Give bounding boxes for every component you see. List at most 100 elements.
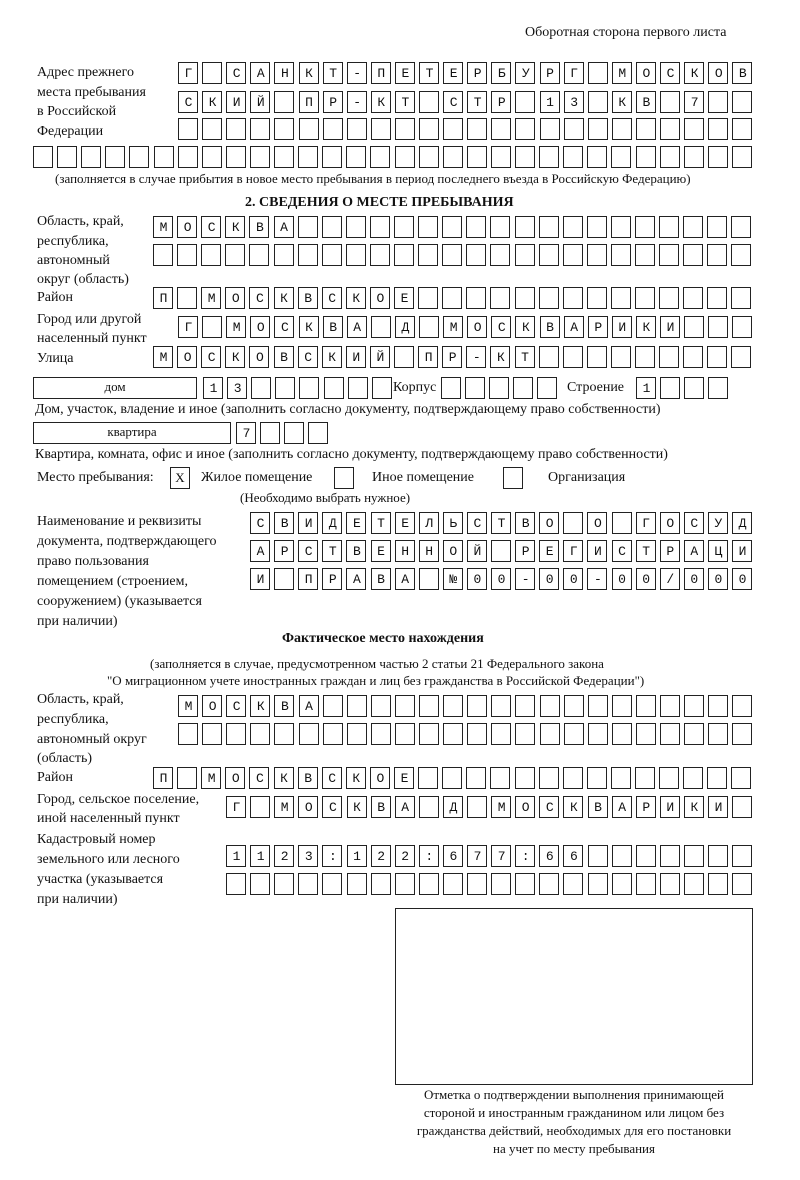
district-row-cell[interactable] xyxy=(394,287,414,309)
cadastre-row-2-cell[interactable] xyxy=(370,873,391,895)
actual-district-row-cell[interactable] xyxy=(586,767,607,789)
actual-district-row-cell[interactable] xyxy=(610,767,631,789)
cadastre-row-1-cell[interactable] xyxy=(250,845,271,867)
cadastre-row-2-cell[interactable] xyxy=(250,873,271,895)
prev-address-row-1-cell[interactable] xyxy=(250,62,271,84)
doc-row-2-cell[interactable] xyxy=(346,540,367,562)
region-row-2-cell[interactable] xyxy=(514,244,535,266)
prev-address-row-1-cell[interactable] xyxy=(563,62,584,84)
actual-region-row-2-cell[interactable] xyxy=(660,723,680,745)
prev-address-row-1-cell[interactable] xyxy=(635,62,656,84)
doc-row-3-cell[interactable] xyxy=(587,568,608,590)
prev-address-row-3-cell[interactable] xyxy=(274,118,295,140)
doc-row-2-cell[interactable] xyxy=(274,540,295,562)
prev-address-row-1-cell[interactable] xyxy=(491,62,512,84)
cadastre-row-2-cell[interactable] xyxy=(683,873,704,895)
prev-address-row-4-cell[interactable] xyxy=(177,146,198,168)
prev-address-row-4-cell[interactable] xyxy=(322,146,343,168)
actual-region-row-1-cell[interactable] xyxy=(394,695,415,717)
doc-row-1-cell[interactable] xyxy=(635,512,656,534)
doc-row-3-cell[interactable] xyxy=(466,568,487,590)
doc-row-3-cell[interactable] xyxy=(659,568,680,590)
actual-district-row-cell[interactable] xyxy=(321,767,342,789)
actual-region-row-2-cell[interactable] xyxy=(202,723,223,745)
actual-region-row-1-cell[interactable] xyxy=(635,695,656,717)
prev-address-row-1-cell[interactable] xyxy=(443,62,464,84)
prev-address-row-2-cell[interactable] xyxy=(202,91,223,113)
cadastre-row-1-cell[interactable] xyxy=(418,845,439,867)
doc-row-3-cell[interactable] xyxy=(683,568,704,590)
prev-address-row-3-cell[interactable] xyxy=(732,118,753,140)
prev-address-row-3-cell[interactable] xyxy=(539,118,560,140)
actual-region-row-1-cell[interactable] xyxy=(443,695,464,717)
actual-district-row-cell[interactable] xyxy=(442,767,463,789)
prev-address-row-4-cell[interactable] xyxy=(539,146,560,168)
actual-district-row-cell[interactable] xyxy=(683,767,704,789)
house-number-row-cell[interactable] xyxy=(203,377,223,399)
region-row-2-cell[interactable] xyxy=(707,244,728,266)
cadastre-row-1-cell[interactable] xyxy=(394,845,415,867)
street-row-cell[interactable] xyxy=(538,346,559,368)
street-row-cell[interactable] xyxy=(562,346,583,368)
region-row-1-cell[interactable] xyxy=(201,216,222,238)
prev-address-row-4-cell[interactable] xyxy=(346,146,367,168)
prev-address-row-2-cell[interactable] xyxy=(178,91,198,113)
doc-row-1-cell[interactable] xyxy=(322,512,343,534)
actual-district-row-cell[interactable] xyxy=(418,767,439,789)
actual-city-row-cell[interactable] xyxy=(467,796,487,818)
prev-address-row-2-cell[interactable] xyxy=(250,91,271,113)
doc-row-1-cell[interactable] xyxy=(539,512,560,534)
prev-address-row-3-cell[interactable] xyxy=(322,118,343,140)
region-row-1-cell[interactable] xyxy=(466,216,487,238)
region-row-1-cell[interactable] xyxy=(707,216,728,238)
doc-row-1-cell[interactable] xyxy=(370,512,391,534)
prev-address-row-3-cell[interactable] xyxy=(635,118,656,140)
actual-region-row-1-cell[interactable] xyxy=(202,695,223,717)
actual-region-row-1-cell[interactable] xyxy=(226,695,247,717)
region-row-2-cell[interactable] xyxy=(659,244,680,266)
actual-city-row-cell[interactable] xyxy=(659,796,680,818)
district-row-cell[interactable] xyxy=(466,287,487,309)
actual-region-row-2-cell[interactable] xyxy=(539,723,560,745)
prev-address-row-2-cell[interactable] xyxy=(394,91,415,113)
street-row-cell[interactable] xyxy=(707,346,728,368)
building-row-cell[interactable] xyxy=(708,377,729,399)
actual-city-row-cell[interactable] xyxy=(418,796,439,818)
prev-address-row-2-cell[interactable] xyxy=(539,91,560,113)
city-row-cell[interactable] xyxy=(467,316,488,338)
prev-address-row-4-cell[interactable] xyxy=(466,146,487,168)
actual-region-row-2-cell[interactable] xyxy=(274,723,295,745)
prev-address-row-4-cell[interactable] xyxy=(33,146,53,168)
cadastre-row-2-cell[interactable] xyxy=(394,873,415,895)
doc-row-3-cell[interactable] xyxy=(707,568,728,590)
doc-row-2-cell[interactable] xyxy=(442,540,463,562)
district-row-cell[interactable] xyxy=(249,287,270,309)
actual-city-row-cell[interactable] xyxy=(732,796,753,818)
doc-row-2-cell[interactable] xyxy=(466,540,487,562)
prev-address-row-4-cell[interactable] xyxy=(490,146,511,168)
actual-region-row-2-cell[interactable] xyxy=(732,723,753,745)
actual-district-row-cell[interactable] xyxy=(225,767,246,789)
house-number-row-cell[interactable] xyxy=(371,377,392,399)
prev-address-row-2-cell[interactable] xyxy=(491,91,512,113)
district-row-cell[interactable] xyxy=(442,287,463,309)
actual-region-row-2-cell[interactable] xyxy=(587,723,608,745)
stay-option-organization-checkbox[interactable] xyxy=(503,467,523,489)
actual-city-row-cell[interactable] xyxy=(442,796,463,818)
prev-address-row-1-cell[interactable] xyxy=(298,62,319,84)
region-row-1-cell[interactable] xyxy=(394,216,414,238)
prev-address-row-1-cell[interactable] xyxy=(370,62,391,84)
street-row-cell[interactable] xyxy=(442,346,463,368)
prev-address-row-4-cell[interactable] xyxy=(659,146,680,168)
doc-row-1-cell[interactable] xyxy=(346,512,367,534)
cadastre-row-2-cell[interactable] xyxy=(708,873,728,895)
doc-row-1-cell[interactable] xyxy=(611,512,632,534)
doc-row-2-cell[interactable] xyxy=(635,540,656,562)
prev-address-row-1-cell[interactable] xyxy=(322,62,343,84)
doc-row-3-cell[interactable] xyxy=(515,568,536,590)
doc-row-3-cell[interactable] xyxy=(611,568,632,590)
prev-address-row-2-cell[interactable] xyxy=(370,91,391,113)
region-row-1-cell[interactable] xyxy=(225,216,246,238)
actual-district-row-cell[interactable] xyxy=(249,767,270,789)
cadastre-row-2-cell[interactable] xyxy=(732,873,753,895)
